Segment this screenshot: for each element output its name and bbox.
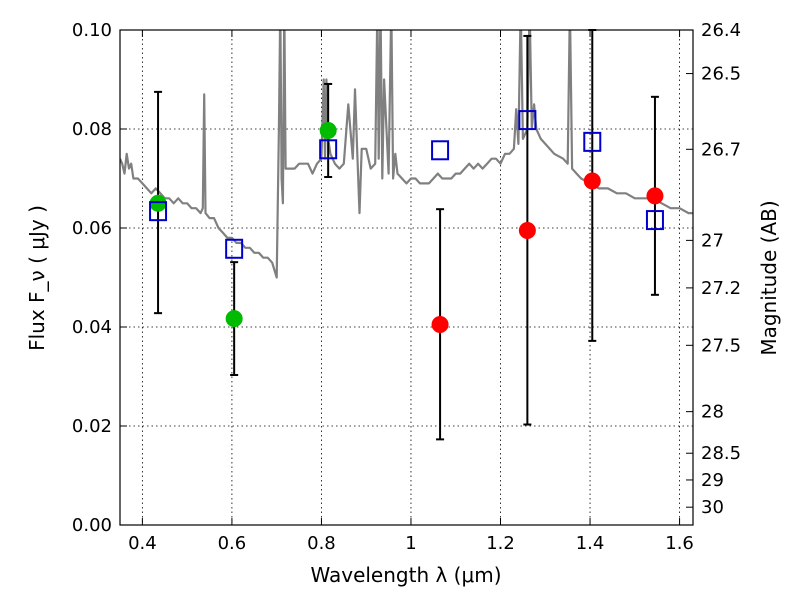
model-spectrum-line [120,30,693,279]
x-tick-label: 1 [405,533,416,554]
y-tick-label: 0.02 [72,416,112,437]
error-bars [154,29,659,441]
data-point-square [431,140,450,161]
right-tick-label: 30 [701,497,724,518]
data-point-circle [431,316,449,334]
model-spectrum [120,30,693,279]
data-point-circle [319,121,337,139]
data-point-square [319,139,338,160]
data-point-square [645,210,664,231]
x-tick-labels: 0.4 0.6 0.8 1 1.2 1.4 1.6 [128,533,694,554]
y-tick-labels: 0.00 0.02 0.04 0.06 0.08 0.10 [72,20,112,536]
data-point-circle [583,172,601,190]
data-point-circle [225,310,243,328]
data-point-square [225,238,244,259]
x-tick-label: 1.6 [665,533,694,554]
data-point-circle [149,194,167,212]
data-point-square [583,131,602,152]
y-tick-label: 0.04 [72,317,112,338]
right-tick-label: 27.5 [701,335,741,356]
x-axis-label: Wavelength λ (μm) [310,563,501,587]
data-markers [149,110,664,334]
x-tick-label: 0.8 [307,533,336,554]
right-tick-label: 27 [701,230,724,251]
y-axis-label: Flux F_ν ( μJy ) [25,205,49,351]
plot-frame [119,29,694,526]
y-tick-label: 0.10 [72,20,112,41]
data-point-circle [518,221,536,239]
right-axis-label: Magnitude (AB) [757,200,781,355]
right-tick-label: 29 [701,470,724,491]
x-tick-label: 0.4 [128,533,157,554]
grid [120,29,693,526]
y-tick-label: 0.06 [72,218,112,239]
right-tick-label: 26.4 [701,20,741,41]
axis-ticks [120,29,693,526]
y-tick-label: 0.00 [72,515,112,536]
x-tick-label: 1.2 [486,533,515,554]
right-tick-label: 28.5 [701,443,741,464]
right-tick-label: 28 [701,402,724,423]
right-tick-labels: 26.4 26.5 26.7 27 27.2 27.5 28 28.5 29 30 [701,20,741,518]
x-tick-label: 0.6 [218,533,247,554]
x-tick-label: 1.4 [576,533,605,554]
y-tick-label: 0.08 [72,119,112,140]
right-tick-label: 26.7 [701,139,741,160]
right-tick-label: 26.5 [701,64,741,85]
data-point-square [518,110,537,131]
data-point-circle [646,187,664,205]
data-point-square [149,201,168,222]
right-tick-label: 27.2 [701,278,741,299]
